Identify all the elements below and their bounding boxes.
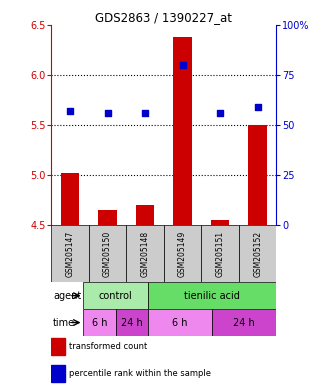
Text: tienilic acid: tienilic acid (184, 291, 240, 301)
Bar (148, 309, 212, 336)
Text: time: time (53, 318, 75, 328)
Bar (61, 173, 79, 225)
Text: 24 h: 24 h (233, 318, 255, 328)
Text: GSM205152: GSM205152 (253, 230, 262, 276)
Bar (116, 309, 148, 336)
Bar (136, 205, 155, 225)
Bar (211, 220, 229, 225)
Text: 6 h: 6 h (172, 318, 188, 328)
Bar (83, 282, 148, 309)
Text: percentile rank within the sample: percentile rank within the sample (69, 369, 211, 378)
Bar (173, 37, 192, 225)
Bar (201, 225, 239, 282)
Bar (51, 338, 65, 355)
Point (180, 62, 185, 68)
Bar (126, 225, 164, 282)
Bar (148, 282, 276, 309)
Point (142, 110, 148, 116)
Text: transformed count: transformed count (69, 342, 148, 351)
Bar (51, 365, 65, 382)
Bar (98, 210, 117, 225)
Bar (212, 309, 276, 336)
Point (105, 110, 110, 116)
Text: GSM205147: GSM205147 (66, 230, 74, 276)
Bar (239, 225, 276, 282)
Text: agent: agent (53, 291, 81, 301)
Bar (248, 125, 267, 225)
Bar (51, 225, 89, 282)
Text: 6 h: 6 h (92, 318, 107, 328)
Text: 24 h: 24 h (121, 318, 143, 328)
Bar (89, 225, 126, 282)
Title: GDS2863 / 1390227_at: GDS2863 / 1390227_at (95, 11, 232, 24)
Text: GSM205151: GSM205151 (215, 230, 225, 276)
Point (217, 110, 223, 116)
Text: GSM205148: GSM205148 (141, 230, 150, 276)
Point (68, 108, 73, 114)
Text: GSM205150: GSM205150 (103, 230, 112, 276)
Bar (164, 225, 201, 282)
Bar (83, 309, 116, 336)
Point (255, 104, 260, 110)
Text: control: control (99, 291, 132, 301)
Text: GSM205149: GSM205149 (178, 230, 187, 276)
